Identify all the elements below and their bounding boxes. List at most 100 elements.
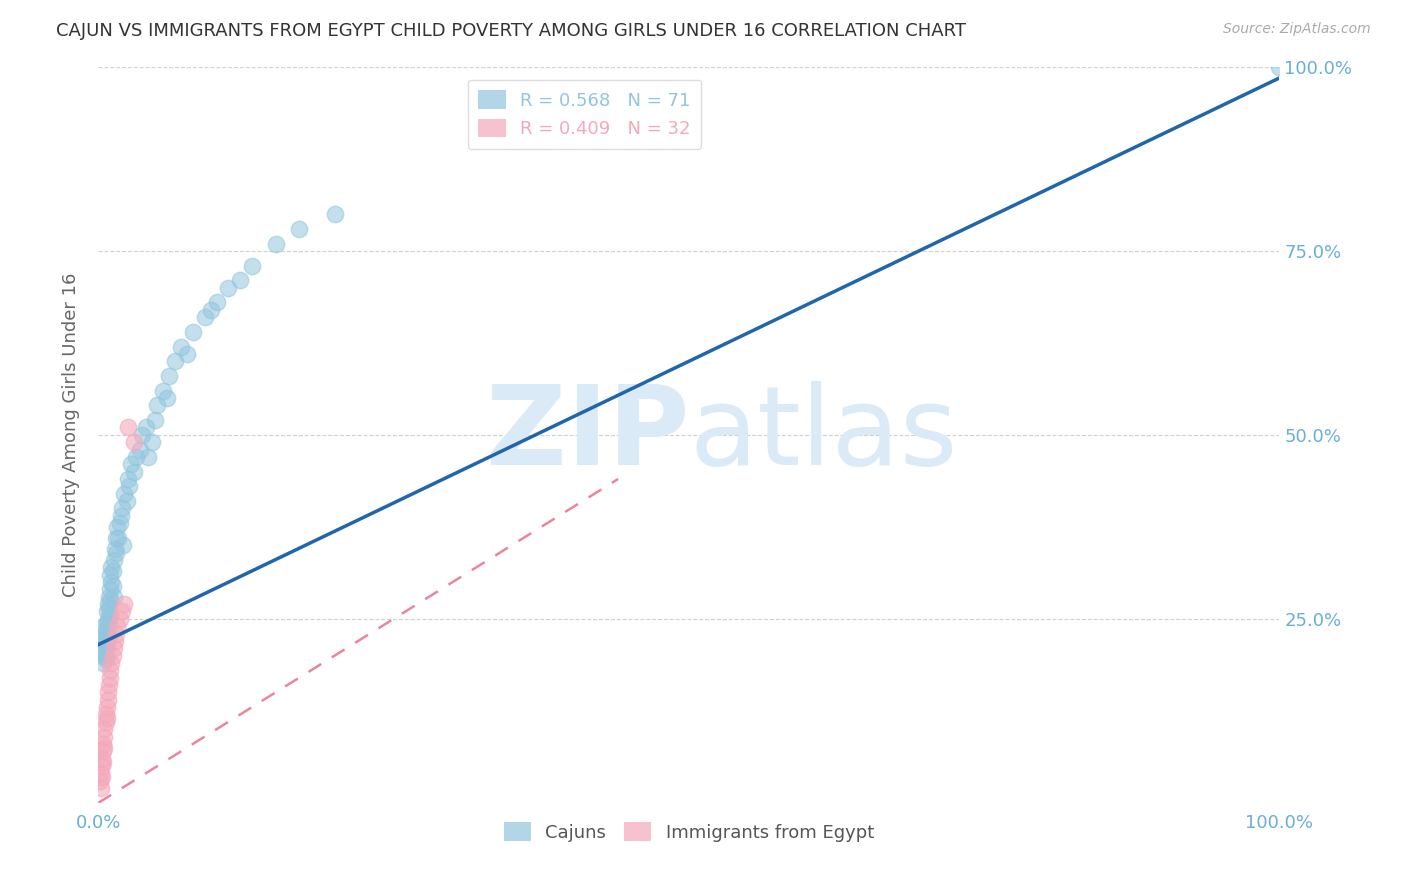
Point	[157, 369, 180, 384]
Point	[94, 633, 117, 648]
Point	[131, 427, 153, 442]
Point	[94, 714, 117, 729]
Point	[91, 737, 114, 751]
Y-axis label: Child Poverty Among Girls Under 16: Child Poverty Among Girls Under 16	[62, 273, 80, 597]
Point	[111, 501, 134, 516]
Point	[97, 597, 120, 611]
Point	[96, 638, 118, 652]
Point	[136, 450, 159, 464]
Point	[98, 671, 121, 685]
Point	[89, 773, 111, 788]
Point	[98, 590, 121, 604]
Point	[98, 678, 121, 692]
Point	[240, 259, 263, 273]
Point	[96, 700, 118, 714]
Point	[98, 593, 121, 607]
Point	[1268, 60, 1291, 74]
Point	[101, 564, 124, 578]
Point	[90, 766, 112, 780]
Point	[103, 590, 125, 604]
Point	[96, 711, 118, 725]
Point	[100, 656, 122, 670]
Point	[101, 648, 124, 663]
Point	[93, 730, 115, 744]
Point	[98, 600, 121, 615]
Point	[288, 222, 311, 236]
Point	[105, 531, 128, 545]
Point	[104, 541, 127, 556]
Point	[91, 756, 114, 770]
Point	[117, 472, 139, 486]
Point	[90, 781, 112, 796]
Point	[115, 494, 138, 508]
Point	[91, 751, 114, 765]
Point	[105, 626, 128, 640]
Point	[93, 638, 115, 652]
Point	[91, 759, 114, 773]
Point	[100, 560, 122, 574]
Point	[143, 413, 166, 427]
Point	[105, 520, 128, 534]
Text: ZIP: ZIP	[485, 382, 689, 488]
Point	[98, 567, 121, 582]
Text: CAJUN VS IMMIGRANTS FROM EGYPT CHILD POVERTY AMONG GIRLS UNDER 16 CORRELATION CH: CAJUN VS IMMIGRANTS FROM EGYPT CHILD POV…	[56, 22, 966, 40]
Point	[94, 623, 117, 637]
Point	[176, 347, 198, 361]
Point	[93, 645, 115, 659]
Point	[146, 398, 169, 412]
Point	[125, 450, 148, 464]
Point	[94, 626, 117, 640]
Point	[323, 207, 346, 221]
Point	[96, 605, 118, 619]
Point	[156, 391, 179, 405]
Point	[118, 479, 141, 493]
Point	[91, 744, 114, 758]
Point	[217, 281, 239, 295]
Point	[93, 619, 115, 633]
Legend: Cajuns, Immigrants from Egypt: Cajuns, Immigrants from Egypt	[496, 815, 882, 849]
Point	[97, 612, 120, 626]
Point	[98, 619, 121, 633]
Point	[103, 553, 125, 567]
Point	[97, 692, 120, 706]
Text: atlas: atlas	[689, 382, 957, 488]
Point	[93, 648, 115, 663]
Point	[117, 420, 139, 434]
Point	[91, 656, 114, 670]
Point	[141, 435, 163, 450]
Point	[91, 641, 114, 656]
Point	[112, 487, 135, 501]
Point	[100, 575, 122, 590]
Text: Source: ZipAtlas.com: Source: ZipAtlas.com	[1223, 22, 1371, 37]
Point	[94, 652, 117, 666]
Point	[121, 457, 143, 471]
Point	[194, 310, 217, 325]
Point	[128, 442, 150, 457]
Point	[104, 633, 127, 648]
Point	[96, 615, 118, 630]
Point	[264, 236, 287, 251]
Point	[181, 325, 204, 339]
Point	[98, 608, 121, 623]
Point	[165, 354, 187, 368]
Point	[111, 605, 134, 619]
Point	[108, 516, 131, 530]
Point	[101, 579, 124, 593]
Point	[112, 538, 135, 552]
Point	[110, 508, 132, 523]
Point	[98, 582, 121, 597]
Point	[205, 295, 228, 310]
Point	[108, 612, 131, 626]
Point	[122, 435, 145, 450]
Point	[229, 273, 252, 287]
Point	[105, 619, 128, 633]
Point	[122, 465, 145, 479]
Point	[112, 597, 135, 611]
Point	[107, 531, 129, 545]
Point	[103, 641, 125, 656]
Point	[135, 420, 157, 434]
Point	[97, 685, 120, 699]
Point	[94, 707, 117, 722]
Point	[93, 723, 115, 737]
Point	[97, 630, 120, 644]
